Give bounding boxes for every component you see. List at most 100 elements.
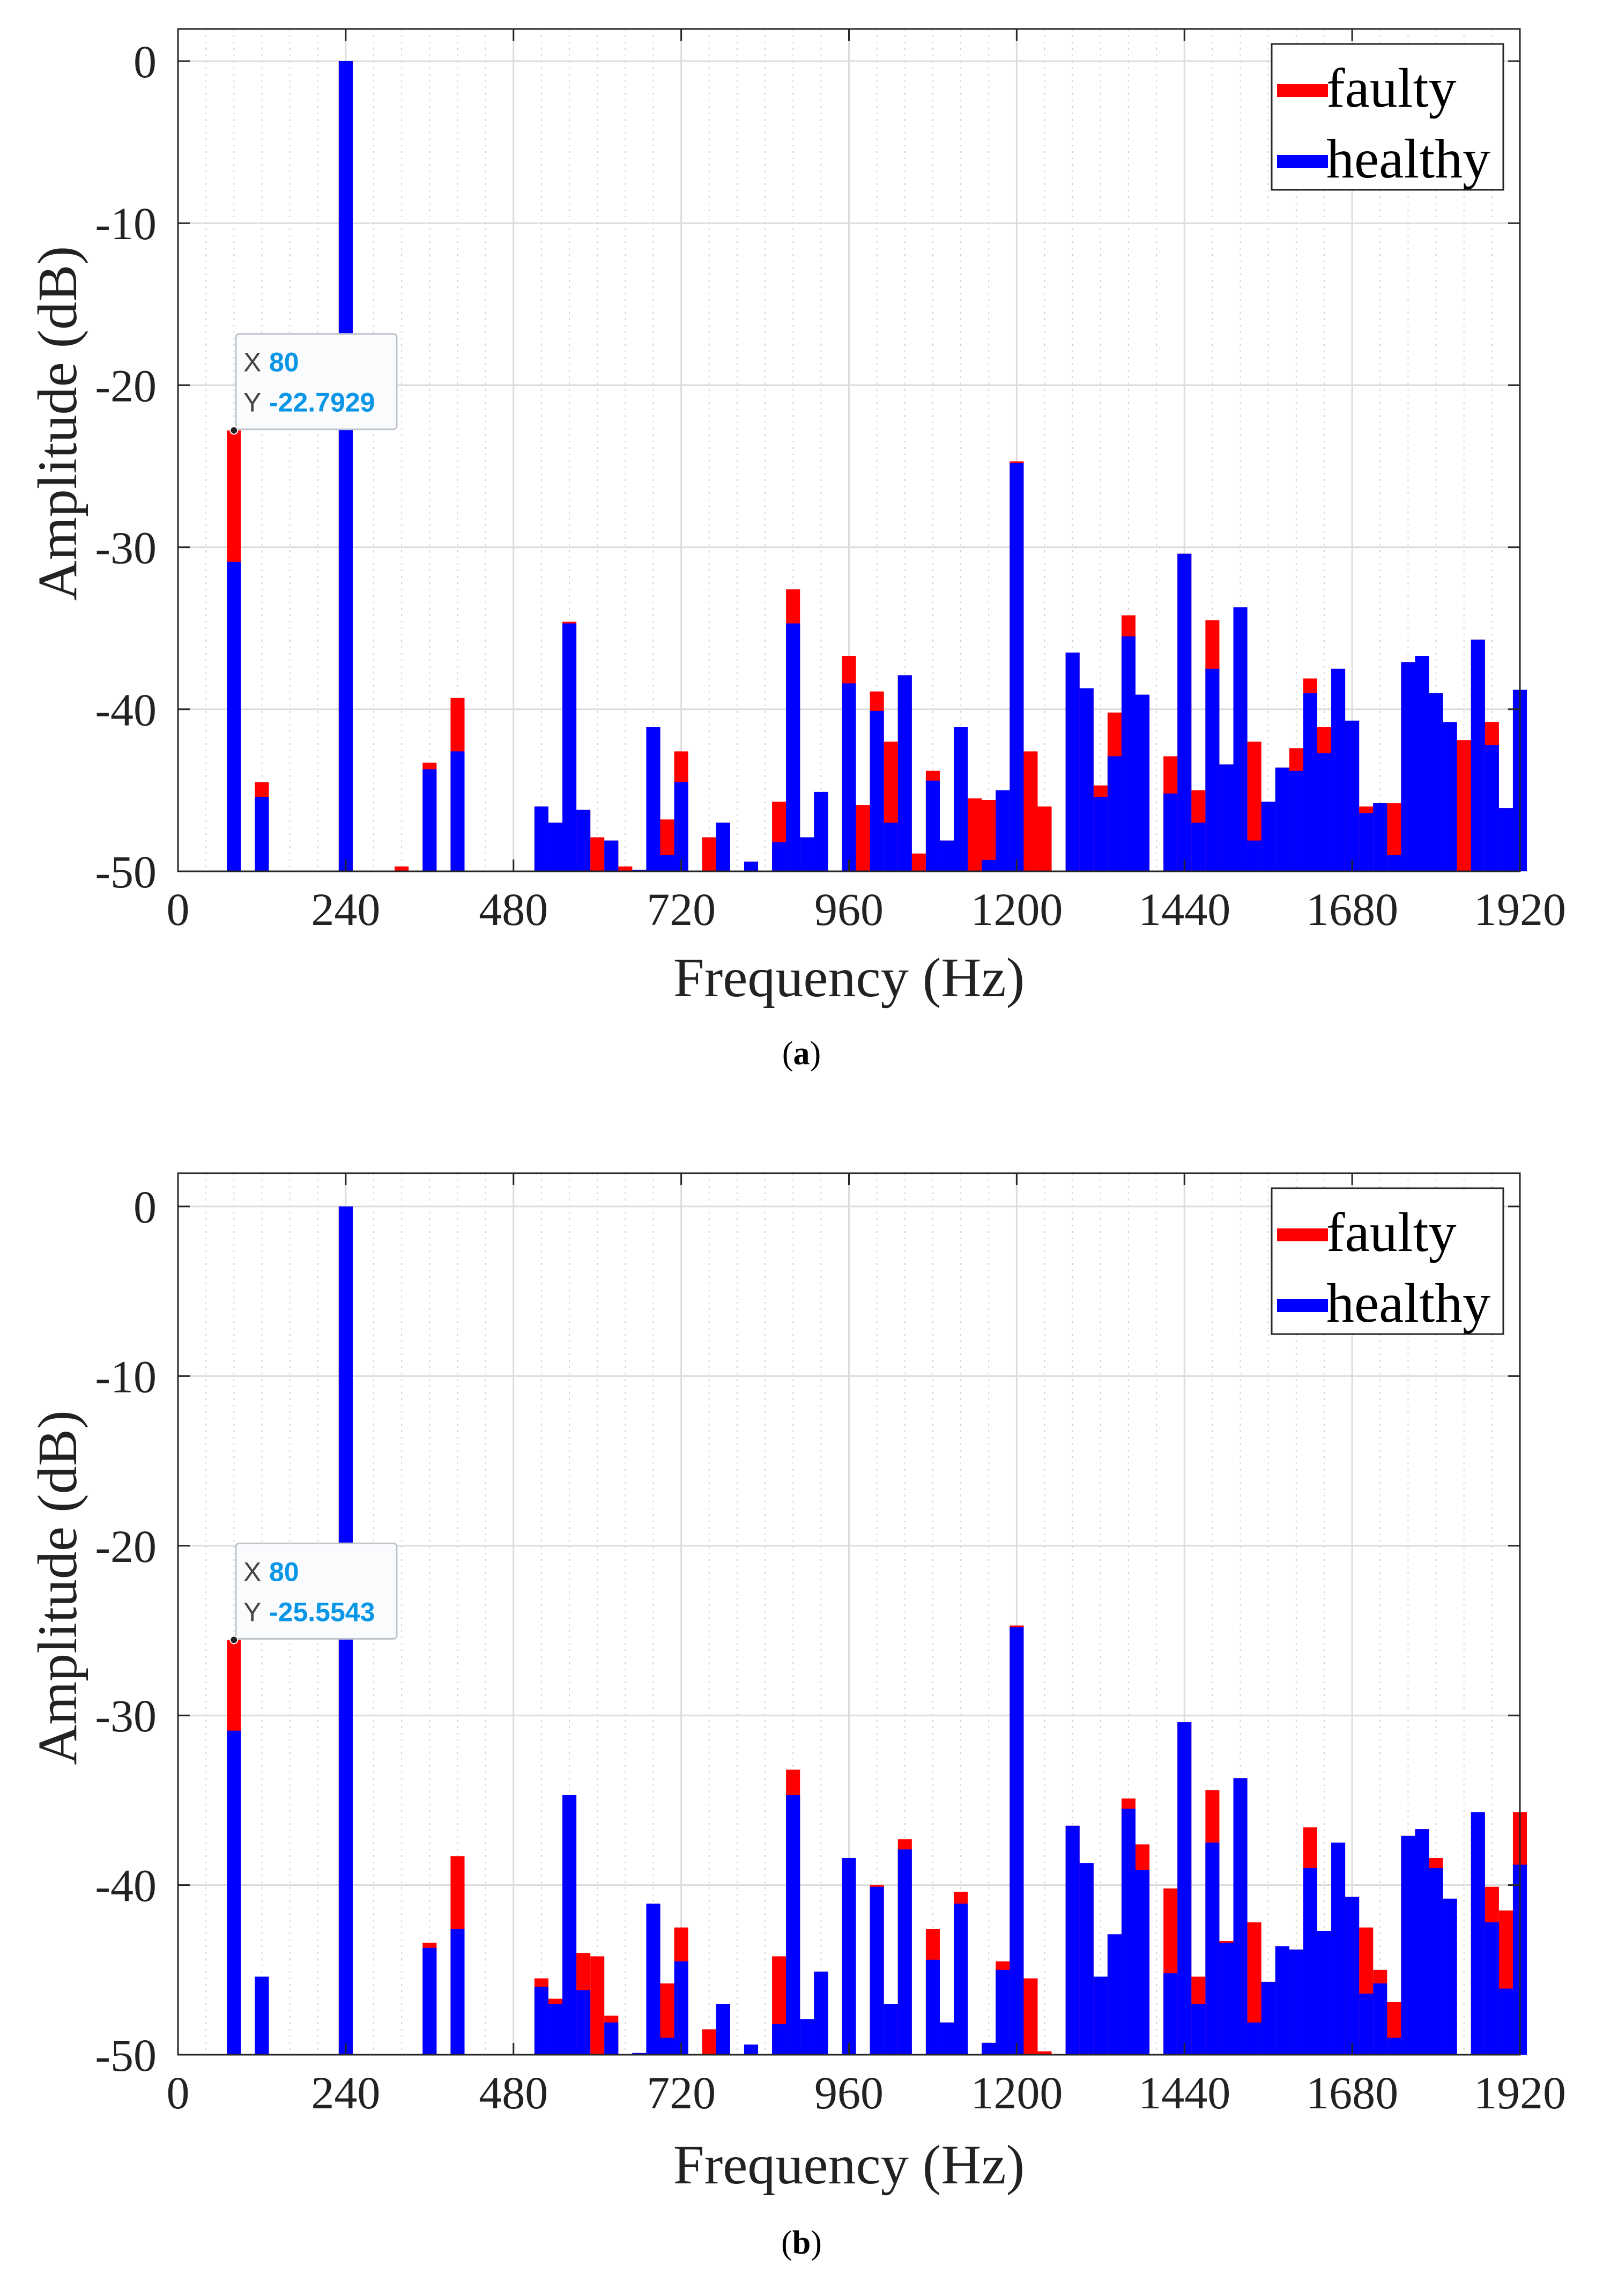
bar-healthy xyxy=(982,860,996,871)
bar-healthy xyxy=(1289,771,1303,871)
bar-healthy xyxy=(716,2004,730,2055)
legend: faulty healthy xyxy=(1271,43,1504,191)
bar-healthy xyxy=(422,1947,437,2055)
bar-healthy xyxy=(982,2042,996,2055)
bar-healthy xyxy=(1135,1870,1150,2055)
bar-healthy xyxy=(1429,1868,1443,2055)
y-tick-label: -30 xyxy=(95,522,157,574)
legend-label-healthy: healthy xyxy=(1326,1272,1490,1334)
bar-healthy xyxy=(1261,802,1275,871)
bar-healthy xyxy=(1345,720,1360,871)
bar-healthy xyxy=(1443,1898,1457,2055)
bar-faulty xyxy=(968,798,982,871)
bar-healthy xyxy=(1177,553,1192,871)
bar-healthy xyxy=(842,1857,856,2055)
bar-healthy xyxy=(1107,756,1122,871)
legend: faulty healthy xyxy=(1271,1187,1504,1335)
y-tick-label: -10 xyxy=(95,1351,157,1402)
legend-label-faulty: faulty xyxy=(1326,1202,1457,1263)
bar-healthy xyxy=(1121,1809,1136,2055)
bar-healthy xyxy=(227,561,241,871)
bar-healthy xyxy=(1471,1812,1485,2055)
bar-healthy xyxy=(954,1904,968,2055)
bar-healthy xyxy=(786,1795,800,2055)
y-tick-label: 0 xyxy=(133,36,157,87)
bar-healthy xyxy=(548,823,563,871)
bar-healthy xyxy=(576,810,591,871)
bar-healthy xyxy=(884,823,898,871)
bar-faulty xyxy=(1037,2051,1052,2055)
y-tick-label: -40 xyxy=(95,684,157,736)
bar-healthy xyxy=(1219,764,1234,871)
bar-healthy xyxy=(1261,1981,1275,2055)
bar-healthy xyxy=(772,2024,786,2055)
bar-healthy xyxy=(1275,767,1289,871)
bar-healthy xyxy=(1191,823,1206,871)
bar-healthy xyxy=(1205,1842,1220,2055)
bar-healthy xyxy=(1065,653,1080,871)
bar-healthy xyxy=(1093,796,1108,871)
bar-healthy xyxy=(1205,669,1220,871)
y-tick-label: -20 xyxy=(95,360,157,411)
bar-healthy xyxy=(1331,1842,1346,2055)
bar-healthy xyxy=(1079,688,1094,871)
bar-healthy xyxy=(1415,656,1429,871)
bar-healthy xyxy=(1163,793,1178,871)
bar-faulty xyxy=(1037,806,1052,871)
bar-healthy xyxy=(1429,693,1443,871)
bar-healthy xyxy=(800,2019,814,2055)
bar-healthy xyxy=(1401,1835,1415,2055)
bar-healthy xyxy=(450,751,465,871)
bar-healthy xyxy=(925,780,940,871)
bar-healthy xyxy=(1373,803,1387,871)
bar-healthy xyxy=(744,2045,759,2055)
datatip: X 80 Y -25.5543 xyxy=(229,1542,398,1645)
datatip-x-label: X xyxy=(243,1557,261,1587)
bar-healthy xyxy=(674,782,688,871)
x-tick-label: 1680 xyxy=(1306,884,1398,935)
bar-healthy xyxy=(534,1987,548,2055)
bar-healthy xyxy=(1010,1627,1024,2055)
x-tick-label: 240 xyxy=(311,2067,380,2119)
bar-healthy xyxy=(1093,1976,1108,2055)
bar-healthy xyxy=(1471,639,1485,871)
bar-healthy xyxy=(870,1886,884,2055)
x-tick-label: 1440 xyxy=(1138,2067,1230,2119)
bar-faulty xyxy=(911,853,926,871)
bar-healthy xyxy=(1359,1994,1374,2055)
bar-healthy xyxy=(939,2022,954,2055)
bar-healthy xyxy=(534,806,548,871)
bar-healthy xyxy=(884,2004,898,2055)
y-tick-label: -40 xyxy=(95,1860,157,1912)
datatip-box xyxy=(235,1542,398,1640)
bar-healthy xyxy=(1219,1943,1234,2055)
bar-healthy xyxy=(897,675,912,871)
bar-healthy xyxy=(1177,1722,1192,2055)
bar-healthy xyxy=(1010,463,1024,871)
legend-swatch-faulty xyxy=(1277,1228,1328,1241)
bar-healthy xyxy=(1303,693,1317,871)
x-tick-label: 1920 xyxy=(1474,2067,1566,2119)
bar-healthy xyxy=(1163,1973,1178,2055)
x-tick-label: 0 xyxy=(167,2067,190,2119)
bar-healthy xyxy=(1317,1931,1332,2055)
bar-healthy xyxy=(996,1969,1010,2055)
y-tick-label: -50 xyxy=(95,2030,157,2081)
chart-panel-a: 0 240 480 720 960 1200 1440 1680 1920 0 -10 -20 -30 -… xyxy=(27,28,1566,1072)
x-tick-label: 1200 xyxy=(970,2067,1063,2119)
bar-healthy xyxy=(1359,813,1374,871)
bar-faulty xyxy=(982,800,996,871)
bar-healthy xyxy=(255,796,269,871)
bar-healthy xyxy=(576,1990,591,2055)
y-axis-label: Amplitude (dB) xyxy=(27,246,88,601)
bar-healthy xyxy=(562,623,577,871)
bar-healthy xyxy=(604,2022,619,2055)
bar-faulty xyxy=(702,837,716,871)
bar-healthy xyxy=(925,1959,940,2055)
bar-faulty xyxy=(590,1956,605,2055)
datatip-x-label: X xyxy=(243,347,261,377)
bar-healthy xyxy=(1498,1988,1513,2055)
bar-healthy xyxy=(996,790,1010,871)
bar-healthy xyxy=(1247,2022,1261,2055)
bar-healthy xyxy=(800,837,814,871)
